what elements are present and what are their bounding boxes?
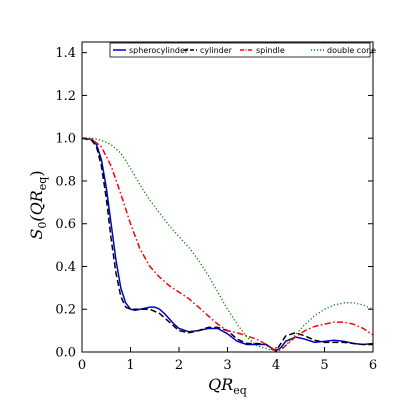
y-tick-label: 1.4 (55, 46, 76, 61)
y-tick-label: 0.6 (55, 217, 76, 232)
y-axis-label-arg: (QR (27, 190, 46, 221)
x-tick-label: 1 (126, 358, 134, 373)
legend: spherocylinder cylinder spindle double cone (109, 42, 376, 58)
y-tick-label: 1.2 (55, 89, 76, 104)
x-tick-label: 4 (272, 358, 280, 373)
series-line-spindle (81, 137, 374, 352)
plot-lines (81, 137, 374, 352)
y-axis-label: S0(QReq) (27, 170, 49, 239)
y-tick-label: 0.0 (55, 346, 76, 361)
y-axis-label-arg-sub: eq (36, 177, 49, 191)
y-tick-label: 0.2 (55, 303, 76, 318)
legend-label: spherocylinder (129, 46, 189, 55)
y-tick-label: 0.8 (55, 174, 76, 189)
x-tick-label: 0 (78, 358, 86, 373)
x-axis-label-main: QR (208, 375, 233, 394)
y-axis-label-arg-close: ) (27, 170, 46, 176)
x-tick-label: 3 (223, 358, 231, 373)
series-line-cylinder (81, 137, 373, 352)
x-axis-label-sub: eq (233, 384, 247, 397)
y-tick-label: 1.0 (55, 132, 76, 147)
x-axis-label: QReq (208, 375, 247, 397)
legend-label: spindle (256, 46, 285, 55)
legend-label: double cone (327, 46, 376, 55)
y-axis-label-main: S (27, 229, 46, 240)
x-tick-label: 2 (175, 358, 183, 373)
legend-label: cylinder (200, 46, 233, 55)
y-tick-label: 0.4 (55, 260, 76, 275)
y-axis-label-sub: 0 (36, 222, 49, 229)
x-tick-label: 5 (320, 358, 328, 373)
axis-ticks: 0 1 2 3 4 5 6 0.0 0.2 0.4 0.6 0.8 1.0 1.2 1.4 (55, 42, 377, 373)
x-tick-label: 6 (369, 358, 377, 373)
